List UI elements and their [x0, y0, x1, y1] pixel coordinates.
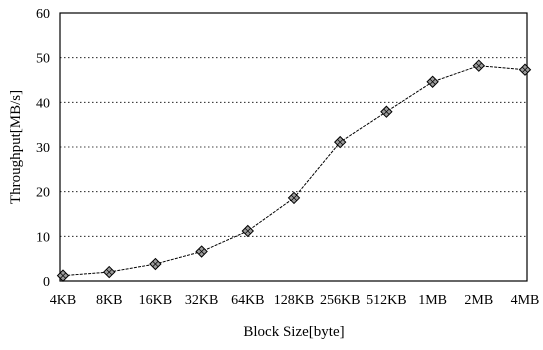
x-tick-label: 1MB — [418, 293, 447, 308]
y-tick-label: 0 — [43, 275, 50, 290]
data-point-marker — [333, 135, 347, 149]
y-tick-label: 20 — [36, 186, 50, 201]
x-axis-ticks: 4KB 8KB 16KB 32KB 64KB 128KB 256KB 512KB 1MB 2MB 4… — [50, 293, 540, 308]
x-axis-label: Block Size[byte] — [243, 324, 344, 340]
plot-area-frame — [59, 12, 528, 282]
data-point-marker — [102, 265, 116, 279]
series-line — [62, 65, 526, 277]
x-tick-label: 4KB — [50, 293, 76, 308]
data-point-marker — [195, 245, 208, 258]
data-point-marker — [380, 105, 393, 118]
x-tick-label: 32KB — [185, 293, 218, 308]
x-tick-label: 128KB — [274, 293, 314, 308]
y-tick-label: 40 — [36, 96, 50, 111]
data-point-marker — [149, 257, 162, 271]
x-tick-label: 4MB — [511, 293, 540, 308]
data-point-marker — [287, 191, 301, 205]
x-tick-label: 2MB — [464, 293, 493, 308]
y-tick-label: 50 — [36, 52, 50, 67]
y-tick-label: 10 — [36, 230, 50, 245]
x-tick-label: 64KB — [231, 293, 264, 308]
y-axis-label: Throughput[MB/s] — [8, 90, 24, 204]
x-tick-label: 8KB — [96, 293, 122, 308]
data-point-marker — [56, 269, 70, 282]
y-axis-ticks: 0 10 20 30 40 50 60 — [36, 7, 50, 290]
data-point-marker — [518, 63, 532, 76]
y-tick-label: 30 — [36, 141, 50, 156]
y-tick-label: 60 — [36, 7, 50, 22]
x-tick-label: 16KB — [139, 293, 172, 308]
grid-lines — [60, 57, 527, 237]
data-point-marker — [241, 224, 255, 238]
x-tick-label: 256KB — [320, 293, 360, 308]
x-tick-label: 512KB — [366, 293, 406, 308]
data-point-marker — [472, 59, 486, 72]
data-point-marker — [426, 75, 439, 88]
series-layer — [56, 59, 532, 282]
